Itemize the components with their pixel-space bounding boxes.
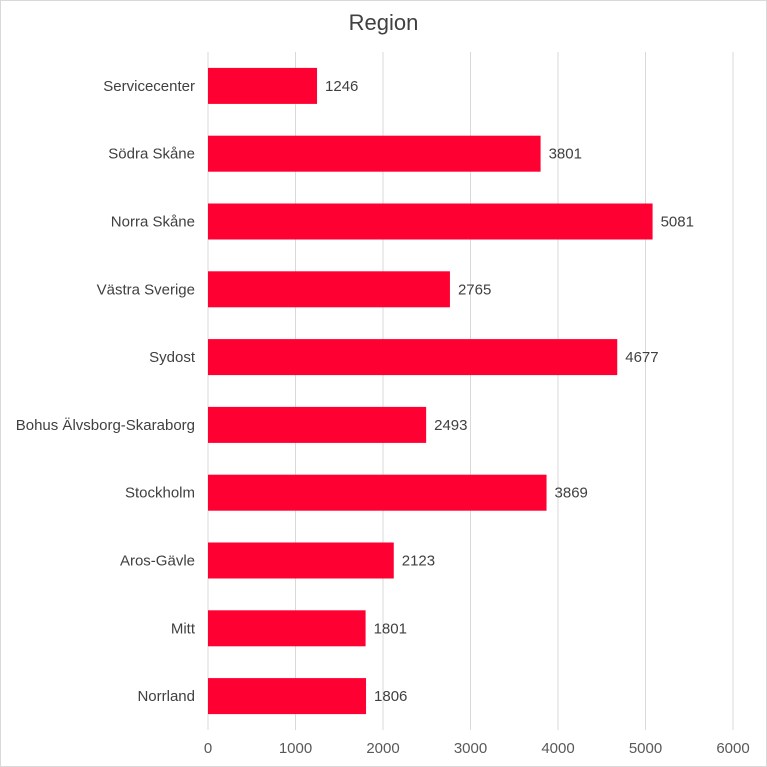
x-tick-label-3000: 3000 [454,740,487,757]
x-tick-label-2000: 2000 [366,740,399,757]
x-tick-label-5000: 5000 [629,740,662,757]
bar-9 [208,678,367,715]
data-label-6: 3869 [555,485,588,502]
data-label-8: 1801 [374,620,407,637]
x-tick-label-0: 0 [204,740,212,757]
bar-1 [208,135,541,172]
bar-0 [208,67,318,104]
category-label-3: Västra Sverige [97,281,195,298]
category-label-1: Södra Skåne [108,146,195,163]
category-label-4: Sydost [149,349,196,366]
category-label-6: Stockholm [125,485,195,502]
data-label-5: 2493 [434,417,467,434]
data-label-2: 5081 [661,214,694,231]
bar-7 [208,542,394,579]
data-label-4: 4677 [625,349,658,366]
category-label-0: Servicecenter [103,78,195,95]
x-tick-label-6000: 6000 [716,740,749,757]
category-label-2: Norra Skåne [111,214,195,231]
category-label-8: Mitt [171,620,196,637]
bar-4 [208,339,618,376]
data-label-9: 1806 [374,688,407,705]
category-label-7: Aros-Gävle [120,553,195,570]
category-label-5: Bohus Älvsborg-Skaraborg [16,417,195,434]
bar-8 [208,610,366,647]
data-label-3: 2765 [458,281,491,298]
category-label-9: Norrland [137,688,195,705]
bar-6 [208,474,547,511]
x-tick-label-1000: 1000 [279,740,312,757]
data-label-7: 2123 [402,553,435,570]
bar-3 [208,271,450,308]
bar-5 [208,406,427,443]
x-tick-label-4000: 4000 [541,740,574,757]
bars [208,67,653,715]
labels: 0 1000 2000 3000 4000 5000 6000 Servicecenter 12… [16,78,750,757]
bar-2 [208,203,653,240]
chart-title: Region [348,10,419,35]
data-label-1: 3801 [549,146,582,163]
data-label-0: 1246 [325,78,358,95]
